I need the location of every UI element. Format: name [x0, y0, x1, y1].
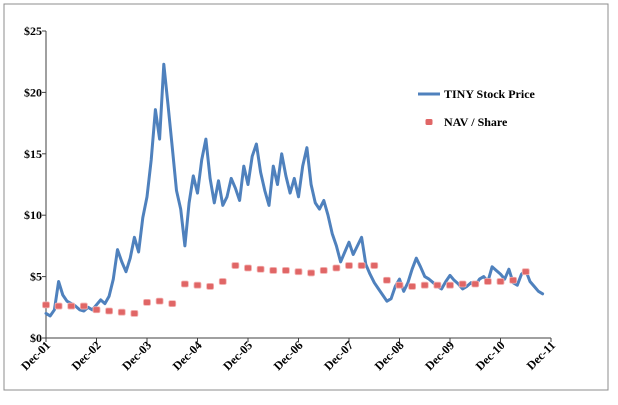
nav-point	[168, 300, 177, 308]
nav-point	[54, 302, 63, 310]
nav-point	[307, 269, 316, 277]
nav-point	[180, 280, 189, 288]
y-tick-label: $5	[30, 270, 42, 284]
legend: TINY Stock Price NAV / Share	[418, 87, 536, 129]
nav-point	[67, 302, 76, 310]
nav-point	[471, 280, 480, 288]
nav-point	[143, 298, 151, 306]
y-tick-label: $15	[24, 147, 42, 161]
nav-point	[509, 276, 518, 284]
nav-point	[446, 281, 454, 289]
nav-point	[395, 281, 404, 289]
nav-point	[218, 278, 227, 285]
nav-point	[42, 301, 50, 309]
nav-point	[357, 262, 366, 269]
legend-label: NAV / Share	[444, 115, 508, 129]
nav-point	[193, 281, 202, 289]
nav-point	[244, 264, 252, 272]
nav-point	[319, 267, 328, 274]
nav-point	[256, 265, 265, 273]
y-tick-label: $20	[24, 85, 42, 99]
y-tick-label: $0	[30, 331, 42, 345]
nav-point	[382, 276, 391, 284]
y-tick-label: $10	[24, 208, 42, 222]
nav-point	[521, 268, 530, 276]
nav-point	[155, 297, 164, 305]
nav-point	[408, 283, 417, 290]
nav-point	[496, 278, 505, 285]
nav-point	[458, 280, 467, 288]
nav-point	[117, 308, 126, 316]
nav-point	[269, 267, 278, 274]
legend-swatch-nav	[425, 119, 433, 125]
nav-point	[433, 281, 442, 289]
nav-point	[105, 307, 114, 315]
nav-point	[79, 302, 88, 310]
series-layer	[42, 62, 545, 318]
nav-point	[281, 267, 290, 274]
y-tick-label: $25	[24, 24, 42, 38]
nav-point	[332, 264, 341, 272]
legend-label: TINY Stock Price	[444, 87, 536, 101]
nav-point	[130, 310, 139, 317]
nav-point	[420, 281, 429, 289]
nav-point	[483, 278, 492, 285]
nav-point	[370, 262, 379, 269]
nav-point	[206, 283, 215, 290]
nav-point	[92, 306, 101, 314]
chart-border	[3, 3, 609, 391]
nav-point	[231, 262, 240, 269]
nav-point	[294, 268, 303, 276]
nav-point	[345, 262, 353, 269]
